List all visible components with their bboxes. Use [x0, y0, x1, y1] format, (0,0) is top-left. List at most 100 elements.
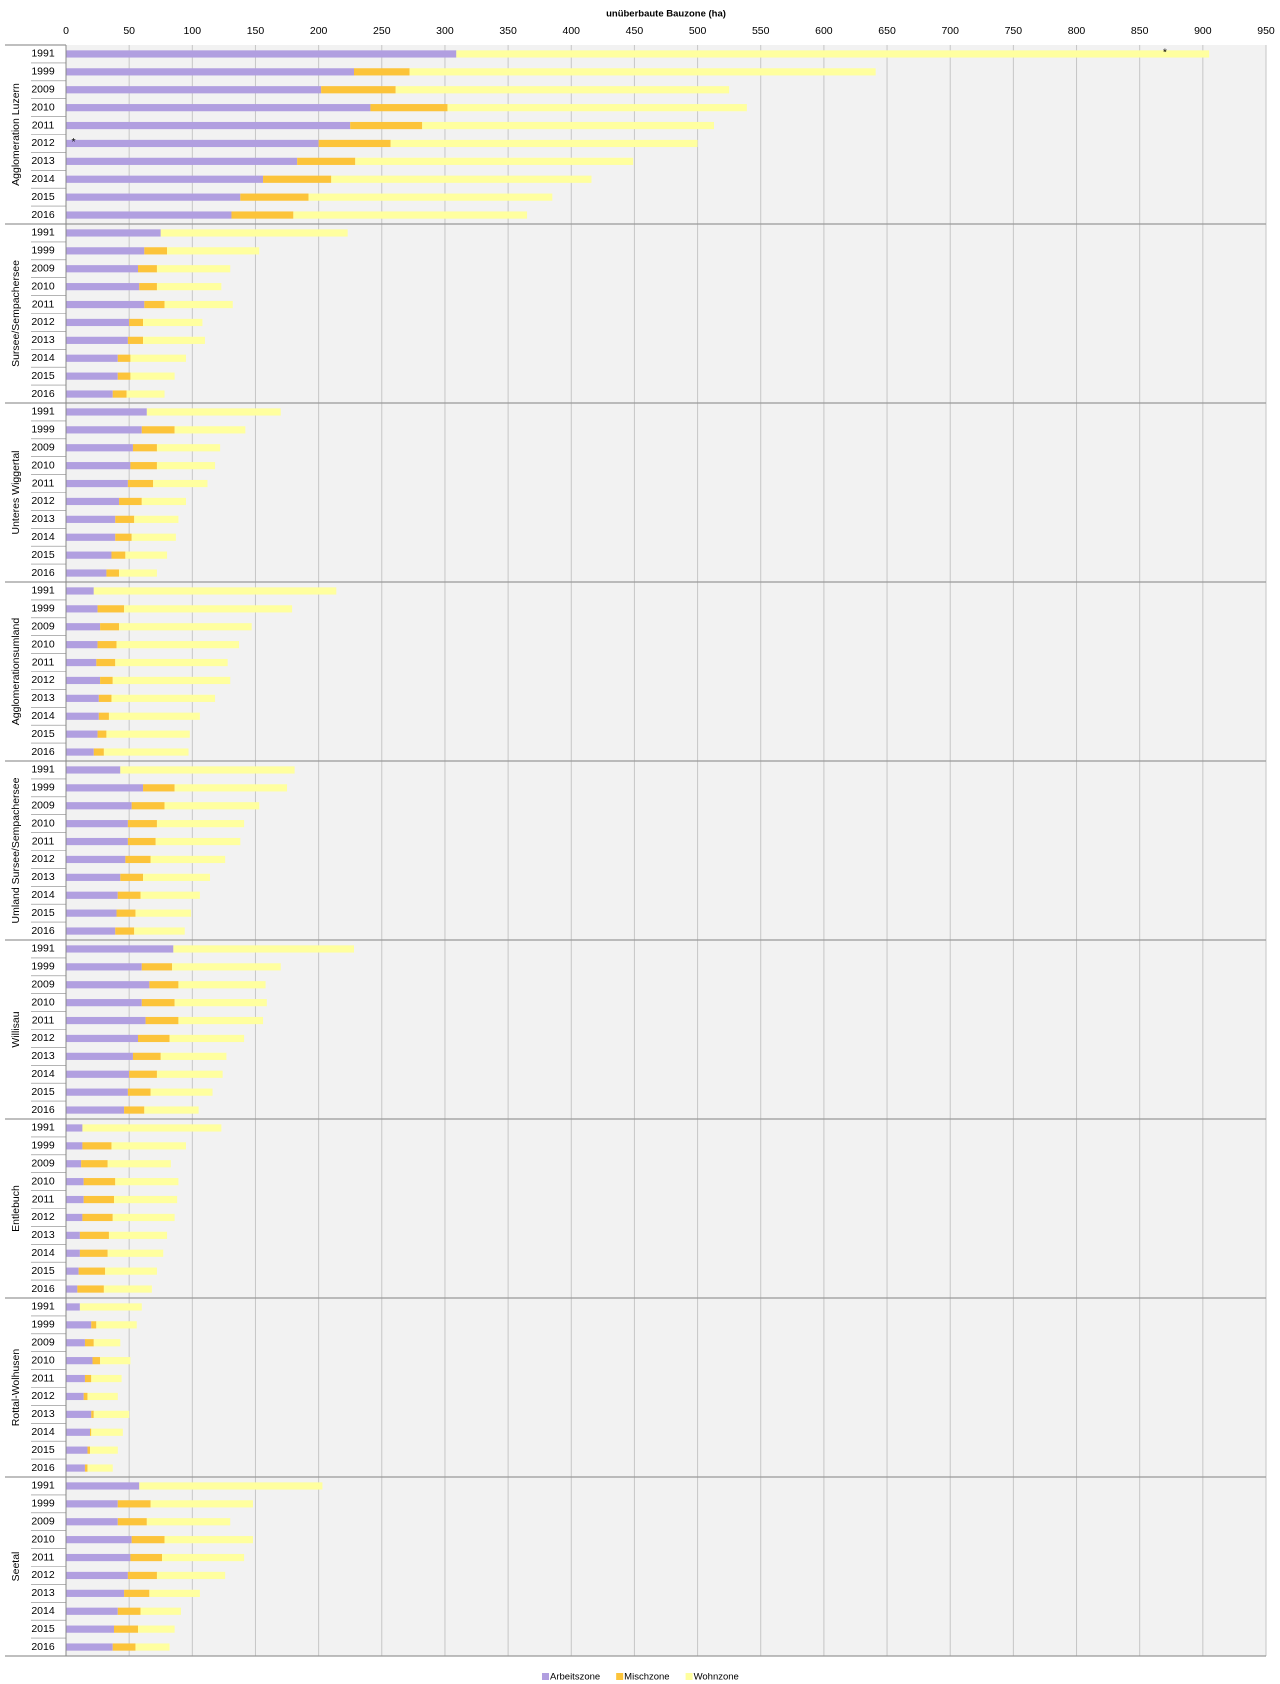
bar-segment	[66, 1034, 138, 1043]
bar-segment	[111, 1142, 186, 1150]
bar-segment	[130, 354, 186, 362]
bar-segment	[149, 1589, 200, 1597]
bar-segment	[146, 1518, 231, 1526]
x-tick-label: 700	[941, 25, 959, 37]
x-tick-label: 600	[815, 25, 833, 37]
bar-segment	[390, 139, 698, 148]
x-tick-label: 150	[247, 25, 265, 37]
bar-segment	[164, 300, 233, 309]
bar-segment	[117, 891, 141, 899]
bar-segment	[66, 372, 118, 380]
bar-segment	[98, 694, 112, 702]
bar-segment	[119, 569, 157, 577]
bar-segment	[100, 676, 113, 685]
bar-segment	[178, 1016, 264, 1025]
y-tick-label: 1999	[31, 961, 55, 973]
bar-segment	[143, 784, 175, 792]
y-tick-label: 2013	[31, 513, 55, 525]
bar-segment	[112, 676, 231, 685]
y-tick-label: 2015	[31, 1086, 55, 1098]
bar-segment	[117, 354, 131, 362]
y-tick-label: 1991	[31, 585, 55, 597]
bar-segment	[66, 479, 128, 488]
bar-segment	[66, 175, 264, 183]
bar-segment	[132, 444, 157, 452]
bar-segment	[66, 247, 145, 255]
y-tick-label: 2016	[31, 1104, 55, 1116]
y-tick-label: 2013	[31, 1050, 55, 1062]
bar-segment	[156, 462, 216, 470]
bar-segment	[93, 1410, 130, 1418]
bar-segment	[66, 748, 94, 756]
bar-segment	[140, 891, 200, 899]
bar-segment	[66, 676, 101, 685]
bar-segment	[105, 1267, 157, 1275]
bar-segment	[66, 1160, 82, 1168]
y-tick-label: 1991	[31, 227, 55, 239]
bar-segment	[66, 1625, 114, 1633]
bar-segment	[66, 104, 371, 112]
bar-segment	[164, 1536, 253, 1544]
bar-segment	[108, 1231, 168, 1239]
y-tick-label: 2015	[31, 1444, 55, 1456]
plot-area	[66, 45, 1266, 1656]
x-tick-label: 950	[1257, 25, 1275, 37]
bar-segment	[93, 1339, 121, 1347]
y-tick-label: 1999	[31, 1319, 55, 1331]
y-tick-label: 2009	[31, 979, 55, 991]
bar-segment	[117, 1607, 141, 1615]
y-tick-label: 2015	[31, 728, 55, 740]
bar-segment	[231, 211, 294, 219]
bar-segment	[66, 802, 132, 810]
bar-segment	[97, 641, 117, 649]
y-tick-label: 2011	[32, 1014, 55, 1026]
group-label: Agglomeration Luzern	[10, 83, 22, 186]
bar-segment	[156, 1070, 223, 1078]
bar-segment	[354, 68, 410, 76]
y-tick-label: 2009	[31, 621, 55, 633]
y-tick-label: 1991	[31, 1122, 55, 1134]
y-tick-label: 2012	[31, 1032, 55, 1044]
legend-label: Wohnzone	[694, 1672, 739, 1683]
y-tick-label: 2012	[31, 853, 55, 865]
bar-segment	[66, 300, 145, 309]
bar-segment	[91, 1428, 123, 1436]
x-tick-label: 550	[752, 25, 770, 37]
bar-segment	[138, 1034, 170, 1043]
x-tick-label: 400	[562, 25, 580, 37]
bar-segment	[66, 1124, 83, 1132]
bar-segment	[66, 211, 232, 219]
bar-segment	[66, 68, 354, 76]
y-tick-label: 2016	[31, 567, 55, 579]
bar-segment	[79, 1231, 109, 1239]
bar-segment	[135, 909, 192, 917]
x-tick-label: 350	[499, 25, 517, 37]
bar-segment	[78, 1267, 106, 1275]
bar-segment	[115, 658, 228, 667]
bar-segment	[66, 569, 107, 577]
bar-segment	[83, 1178, 116, 1186]
y-tick-label: 2009	[31, 442, 55, 454]
bar-segment	[66, 283, 140, 291]
y-tick-label: 2013	[31, 1229, 55, 1241]
bar-segment	[111, 694, 216, 702]
y-tick-label: 2009	[31, 800, 55, 812]
y-tick-label: 2013	[31, 871, 55, 883]
bar-segment	[174, 426, 246, 434]
bar-segment	[124, 1106, 145, 1114]
y-tick-label: 1991	[31, 943, 55, 955]
bar-segment	[144, 300, 165, 309]
bar-segment	[116, 641, 240, 649]
bar-segment	[66, 1464, 85, 1472]
bar-segment	[96, 1321, 137, 1329]
bar-segment	[138, 265, 157, 273]
y-tick-label: 2016	[31, 925, 55, 937]
legend-label: Mischzone	[624, 1672, 669, 1683]
y-tick-label: 2010	[31, 1354, 55, 1366]
bar-segment	[66, 354, 118, 362]
group-label: Rottal-Wolhusen	[10, 1349, 22, 1427]
bar-segment	[87, 1464, 113, 1472]
bar-segment	[66, 730, 98, 738]
bar-segment	[160, 1052, 227, 1060]
bar-segment	[129, 1070, 157, 1078]
